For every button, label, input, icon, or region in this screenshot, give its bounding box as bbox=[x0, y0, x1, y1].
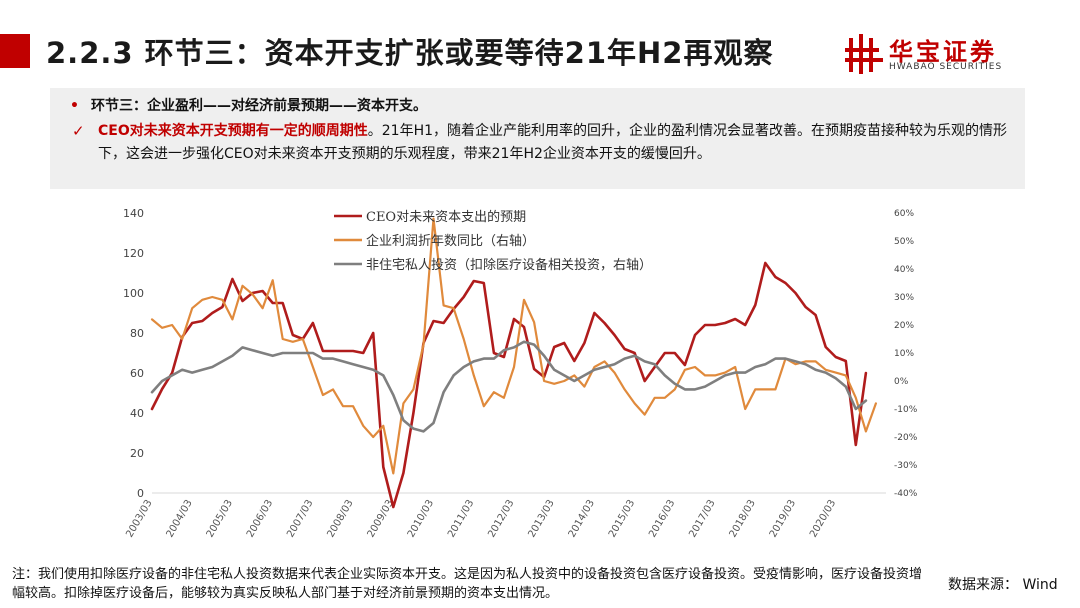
x-tick-label: 2004/03 bbox=[165, 498, 195, 539]
x-tick-label: 2020/03 bbox=[808, 498, 838, 539]
checkmark-icon: ✓ bbox=[72, 122, 85, 140]
x-tick-label: 2016/03 bbox=[647, 498, 677, 539]
y-left-tick-label: 40 bbox=[130, 407, 144, 420]
y-left-tick-label: 100 bbox=[123, 287, 144, 300]
x-tick-label: 2011/03 bbox=[446, 498, 476, 539]
y-right-tick-label: 40% bbox=[894, 265, 914, 275]
footnote: 注：我们使用扣除医疗设备的非住宅私人投资数据来代表企业实际资本开支。这是因为私人… bbox=[12, 567, 923, 601]
series-line-2 bbox=[150, 217, 878, 475]
x-tick-label: 2019/03 bbox=[768, 498, 798, 539]
summary-highlight: CEO对未来资本开支预期有一定的顺周期性 bbox=[98, 123, 368, 139]
y-left-tick-label: 20 bbox=[130, 447, 144, 460]
series-line-1 bbox=[150, 261, 868, 509]
y-right-tick-label: -30% bbox=[894, 461, 918, 471]
y-left-tick-label: 140 bbox=[123, 207, 144, 220]
data-source: 数据来源： Wind bbox=[948, 577, 1058, 593]
x-tick-label: 2010/03 bbox=[406, 498, 436, 539]
logo-text-en: HWABAO SECURITIES bbox=[889, 62, 1003, 72]
x-tick-label: 2003/03 bbox=[124, 498, 154, 539]
x-tick-label: 2017/03 bbox=[687, 498, 717, 539]
logo-text-cn: 华宝证券 bbox=[889, 38, 997, 66]
page-title: 2.2.3 环节三：资本开支扩张或要等待21年H2再观察 bbox=[46, 36, 774, 70]
legend-label-1: CEO对未来资本支出的预期 bbox=[366, 209, 526, 225]
x-tick-label: 2005/03 bbox=[205, 498, 235, 539]
title-accent-bar bbox=[0, 34, 30, 68]
x-tick-label: 2013/03 bbox=[526, 498, 556, 539]
x-tick-label: 2015/03 bbox=[607, 498, 637, 539]
y-right-tick-label: 10% bbox=[894, 349, 914, 359]
y-axis-left: 0 20 40 60 80 100 120 140 bbox=[123, 207, 144, 500]
y-right-tick-label: -40% bbox=[894, 489, 918, 499]
x-tick-label: 2014/03 bbox=[567, 498, 597, 539]
x-axis: 2003/03 2004/03 2005/03 2006/03 2007/03 2008/… bbox=[124, 492, 886, 539]
bullet-dot-icon: • bbox=[70, 98, 79, 114]
y-right-tick-label: -20% bbox=[894, 433, 918, 443]
y-right-tick-label: 20% bbox=[894, 321, 914, 331]
series-line-3 bbox=[150, 340, 868, 433]
logo-mark-icon bbox=[845, 34, 883, 74]
x-tick-label: 2012/03 bbox=[486, 498, 516, 539]
legend-label-2: 企业利润折年数同比（右轴） bbox=[366, 233, 535, 249]
bullet-text: 环节三：企业盈利——对经济前景预期——资本开支。 bbox=[90, 98, 427, 114]
summary-body: 。21年H1，随着企业产能利用率的回升，企业的盈利情况会显著改善。在预期疫苗接种… bbox=[98, 123, 1007, 162]
x-tick-label: 2007/03 bbox=[285, 498, 315, 539]
y-right-tick-label: -10% bbox=[894, 405, 918, 415]
summary-paragraph: CEO对未来资本开支预期有一定的顺周期性。21年H1，随着企业产能利用率的回升，… bbox=[98, 120, 1018, 166]
line-chart: 0 20 40 60 80 100 120 140 -40% -30% -20% -10% 0% 10%… bbox=[123, 207, 918, 539]
y-left-tick-label: 0 bbox=[137, 487, 144, 500]
y-axis-right: -40% -30% -20% -10% 0% 10% 20% 30% 40% 50% 60% bbox=[894, 209, 918, 499]
y-left-tick-label: 60 bbox=[130, 367, 144, 380]
summary-box: • 环节三：企业盈利——对经济前景预期——资本开支。 ✓ CEO对未来资本开支预期… bbox=[50, 88, 1025, 189]
y-right-tick-label: 30% bbox=[894, 293, 914, 303]
legend-label-3: 非住宅私人投资（扣除医疗设备相关投资，右轴） bbox=[366, 257, 652, 273]
x-tick-label: 2018/03 bbox=[728, 498, 758, 539]
company-logo: 华宝证券 HWABAO SECURITIES bbox=[845, 32, 1045, 77]
bullet-heading: • 环节三：企业盈利——对经济前景预期——资本开支。 bbox=[70, 95, 427, 115]
y-left-tick-label: 120 bbox=[123, 247, 144, 260]
x-tick-label: 2008/03 bbox=[325, 498, 355, 539]
series-group bbox=[150, 217, 878, 509]
y-left-tick-label: 80 bbox=[130, 327, 144, 340]
y-right-tick-label: 50% bbox=[894, 237, 914, 247]
x-tick-label: 2006/03 bbox=[245, 498, 275, 539]
y-right-tick-label: 0% bbox=[894, 377, 909, 387]
y-right-tick-label: 60% bbox=[894, 209, 914, 219]
